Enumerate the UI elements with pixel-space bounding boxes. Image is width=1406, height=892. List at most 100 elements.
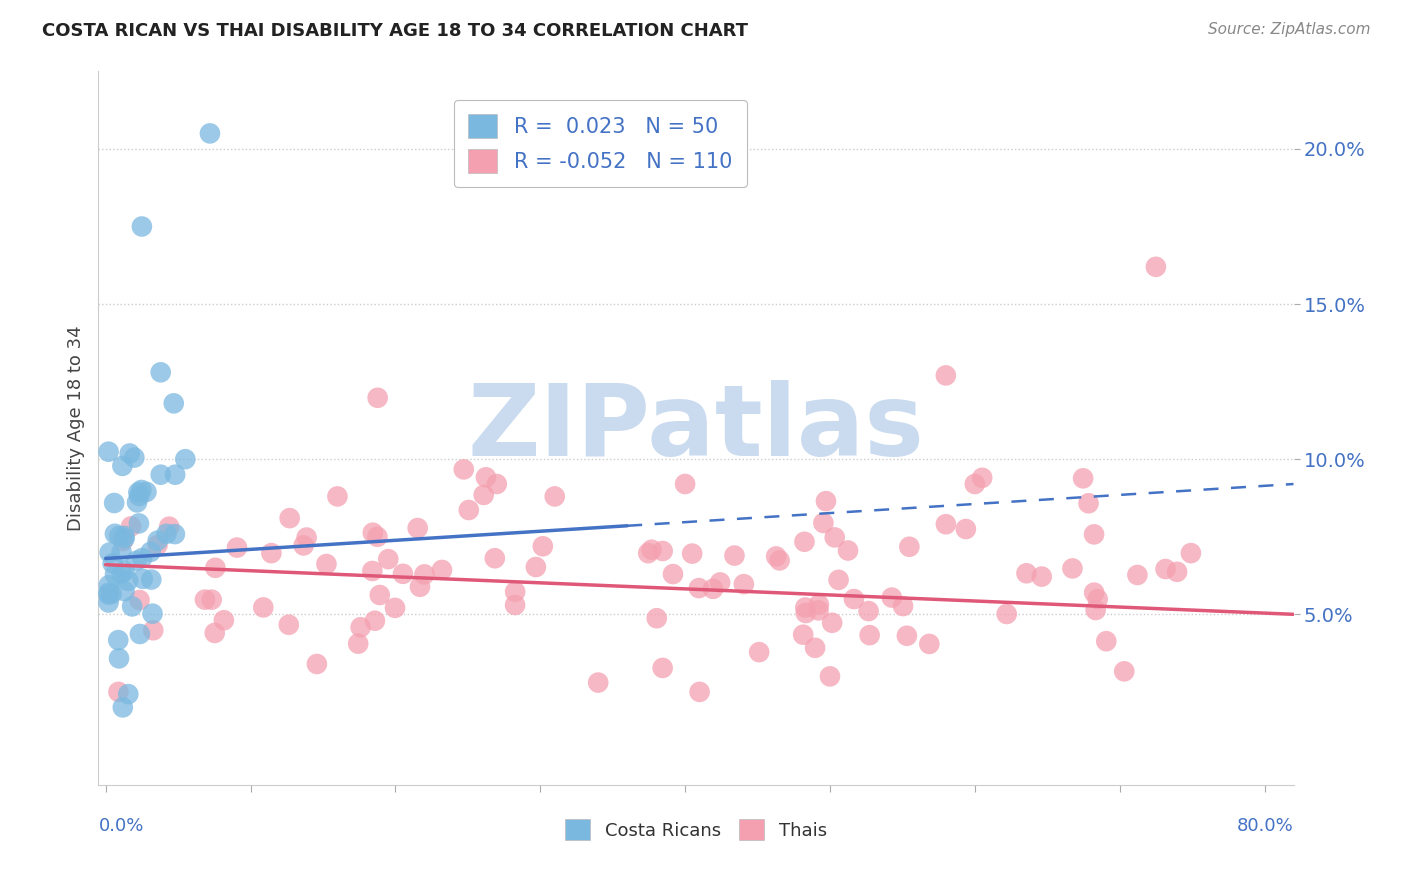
Point — [1084, 603, 1107, 617]
Point — [503, 598, 526, 612]
Point — [681, 547, 703, 561]
Point — [141, 607, 163, 621]
Point — [531, 539, 554, 553]
Point — [1083, 585, 1105, 599]
Point — [935, 517, 957, 532]
Point — [174, 452, 197, 467]
Point — [157, 519, 180, 533]
Point — [252, 600, 274, 615]
Point — [1087, 592, 1109, 607]
Point — [935, 368, 957, 383]
Point — [637, 546, 659, 560]
Point — [807, 603, 830, 617]
Point — [472, 488, 495, 502]
Point — [995, 607, 1018, 621]
Text: Source: ZipAtlas.com: Source: ZipAtlas.com — [1208, 22, 1371, 37]
Point — [101, 557, 124, 571]
Text: ZIPatlas: ZIPatlas — [468, 380, 924, 476]
Point — [858, 604, 880, 618]
Point — [645, 611, 668, 625]
Point — [792, 628, 814, 642]
Point — [1180, 546, 1202, 560]
Point — [1095, 634, 1118, 648]
Point — [141, 573, 163, 587]
Point — [972, 471, 994, 485]
Point — [117, 687, 139, 701]
Point — [149, 365, 172, 379]
Point — [198, 127, 221, 141]
Point — [146, 533, 169, 548]
Point — [111, 700, 134, 714]
Point — [149, 467, 172, 482]
Point — [768, 553, 790, 567]
Point — [131, 483, 153, 497]
Point — [827, 573, 849, 587]
Point — [361, 525, 384, 540]
Point — [723, 549, 745, 563]
Point — [475, 470, 498, 484]
Point — [111, 534, 134, 549]
Point — [142, 624, 165, 638]
Point — [804, 640, 827, 655]
Point — [118, 446, 141, 460]
Point — [1154, 562, 1177, 576]
Point — [104, 567, 127, 582]
Point — [114, 584, 136, 599]
Point — [673, 477, 696, 491]
Point — [114, 529, 136, 543]
Point — [132, 572, 155, 586]
Point — [165, 467, 187, 482]
Point — [1083, 527, 1105, 541]
Point — [260, 546, 283, 560]
Point — [807, 598, 830, 612]
Point — [1114, 665, 1136, 679]
Text: COSTA RICAN VS THAI DISABILITY AGE 18 TO 34 CORRELATION CHART: COSTA RICAN VS THAI DISABILITY AGE 18 TO… — [42, 22, 748, 40]
Point — [155, 526, 177, 541]
Point — [794, 606, 817, 620]
Point — [818, 669, 841, 683]
Point — [107, 685, 129, 699]
Point — [896, 629, 918, 643]
Point — [146, 538, 169, 552]
Point — [315, 557, 337, 571]
Y-axis label: Disability Age 18 to 34: Disability Age 18 to 34 — [66, 326, 84, 531]
Point — [813, 516, 835, 530]
Point — [108, 529, 131, 543]
Point — [163, 396, 186, 410]
Point — [702, 582, 724, 596]
Point — [662, 567, 685, 582]
Point — [651, 544, 673, 558]
Point — [204, 561, 226, 575]
Point — [292, 538, 315, 552]
Point — [955, 522, 977, 536]
Point — [108, 651, 131, 665]
Point — [107, 633, 129, 648]
Point — [295, 531, 318, 545]
Point — [891, 599, 914, 613]
Point — [366, 530, 388, 544]
Point — [114, 564, 136, 578]
Point — [367, 391, 389, 405]
Point — [97, 578, 120, 592]
Point — [430, 563, 453, 577]
Point — [120, 519, 142, 533]
Point — [963, 477, 986, 491]
Point — [97, 595, 120, 609]
Point — [1077, 496, 1099, 510]
Point — [100, 587, 122, 601]
Point — [226, 541, 249, 555]
Point — [1071, 471, 1094, 485]
Point — [349, 620, 371, 634]
Point — [131, 219, 153, 234]
Point — [377, 552, 399, 566]
Point — [689, 685, 711, 699]
Point — [368, 588, 391, 602]
Point — [194, 592, 217, 607]
Text: 0.0%: 0.0% — [98, 817, 143, 835]
Point — [277, 617, 299, 632]
Point — [347, 637, 370, 651]
Point — [842, 592, 865, 607]
Point — [586, 675, 609, 690]
Point — [748, 645, 770, 659]
Point — [97, 444, 120, 458]
